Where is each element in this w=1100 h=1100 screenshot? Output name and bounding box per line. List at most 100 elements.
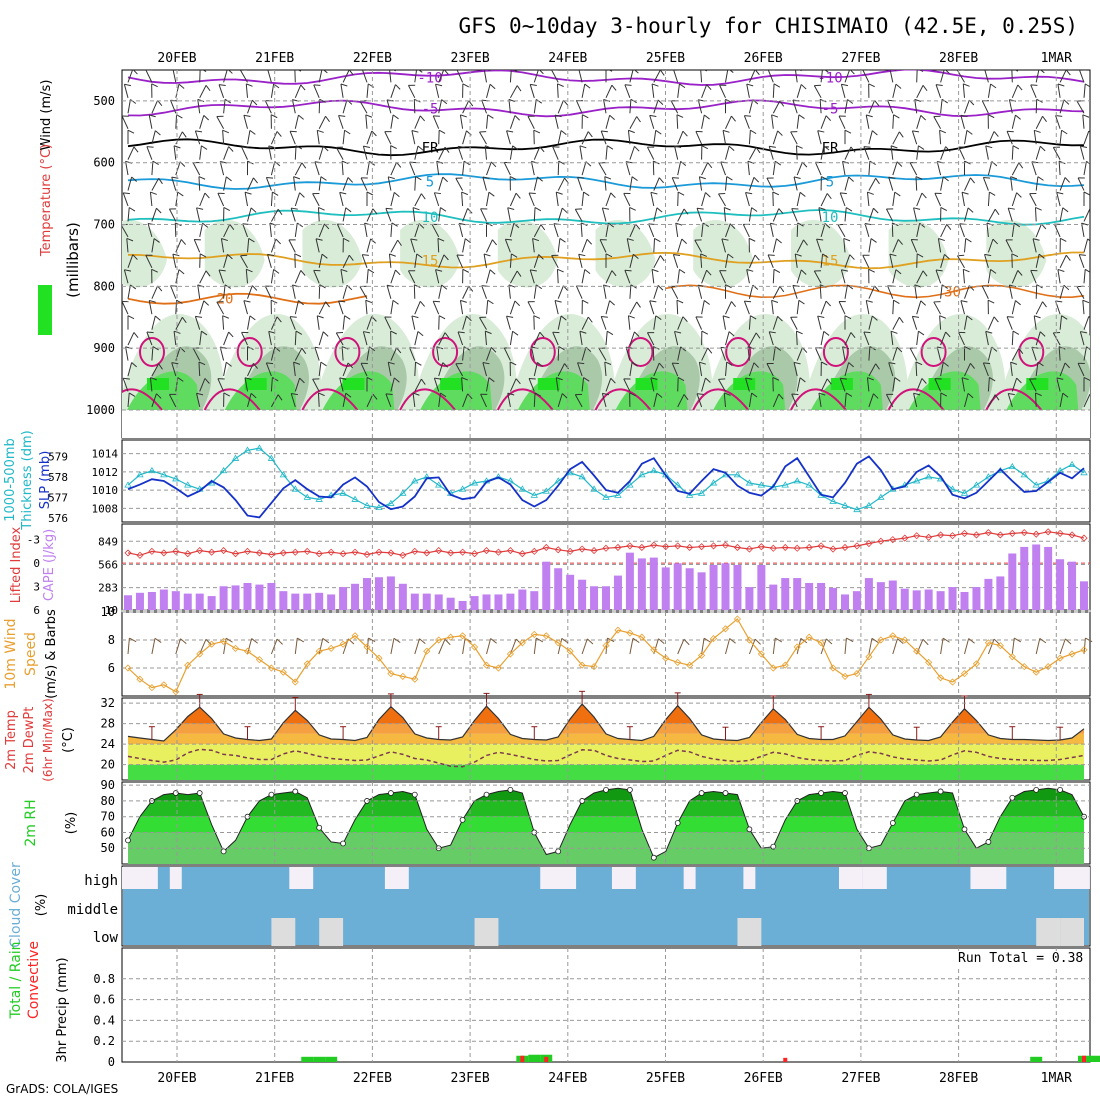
high-cloud-gap	[384, 867, 409, 889]
wind-barb	[916, 253, 924, 268]
wind-barb	[366, 83, 375, 98]
wind-barb	[890, 330, 898, 346]
wind10m-barb	[796, 638, 808, 655]
lifted-index-point	[279, 549, 287, 557]
wind-barb	[390, 330, 397, 346]
wind-speed-point	[960, 670, 969, 678]
rh-shade-bright	[928, 378, 951, 390]
wind-barb	[509, 176, 517, 191]
wind-barb	[701, 84, 712, 98]
wind-barb	[701, 347, 713, 361]
wind-barb	[653, 362, 665, 377]
rh-point	[746, 826, 753, 833]
cape-bar	[673, 563, 682, 610]
wind-barb	[127, 207, 136, 222]
precip-convective-bar	[1082, 1055, 1086, 1062]
wind-barb	[915, 176, 923, 191]
wind-barb	[889, 70, 897, 83]
wind-barb	[340, 83, 348, 98]
wind10m-barb	[868, 637, 879, 655]
lifted-index-point	[674, 542, 682, 550]
wind-barb	[1011, 192, 1022, 207]
wind-barb	[366, 191, 374, 206]
cape-bar	[267, 582, 276, 610]
wind-barb	[438, 284, 448, 299]
cape-bar	[912, 590, 921, 610]
wind-barb	[814, 161, 823, 176]
y-axis-title-line: (6hr Min/Max)	[41, 698, 55, 782]
wind-barb	[677, 346, 687, 361]
wind-barb	[772, 160, 782, 176]
wind-speed-line	[127, 618, 1085, 693]
rh-shade-mid-level	[986, 220, 1047, 288]
chart-title: GFS 0~10day 3-hourly for CHISIMAIO (42.5…	[458, 14, 1078, 38]
lifted-index-line	[127, 531, 1085, 556]
thickness-line	[127, 447, 1085, 511]
rh-shade-bright	[147, 378, 169, 390]
wind-barb	[151, 363, 163, 377]
wind-barb	[390, 222, 398, 237]
precip-tick-label: 0	[108, 1055, 115, 1069]
lifted-index-point	[566, 547, 574, 555]
precip-tick-label: 0.2	[93, 1034, 115, 1048]
wind-barb	[796, 239, 808, 253]
wind-barb	[1031, 161, 1039, 176]
cape-bar	[769, 584, 778, 610]
thickness-point	[757, 481, 766, 488]
wind-barb	[342, 177, 354, 191]
wind-barb	[964, 99, 975, 114]
y-axis-title-line: SLP (mb)	[38, 451, 53, 510]
wind-barb	[629, 284, 637, 299]
wind-barb	[457, 145, 465, 160]
cape-bar	[231, 585, 240, 610]
wind-barb	[701, 162, 713, 176]
wind-barb	[940, 176, 949, 191]
wind-barb	[217, 192, 225, 207]
wind-barb	[433, 377, 442, 392]
cape-bar	[494, 594, 503, 610]
wind-barb	[916, 330, 925, 346]
lifted-index-point	[937, 531, 945, 539]
rh-shade-mid-level	[790, 220, 851, 288]
wind-barb	[388, 253, 396, 268]
wind-barb	[318, 301, 330, 315]
lifted-index-point	[351, 548, 359, 556]
wind-barb	[820, 193, 832, 207]
wind-speed-point	[972, 660, 981, 668]
wind-barb	[241, 146, 249, 160]
thickness-point	[697, 489, 706, 496]
wind-barb	[294, 300, 304, 315]
wind-barb	[438, 392, 447, 407]
wind-barb	[1077, 177, 1085, 191]
rh-contour-ring	[432, 337, 459, 367]
wind-barb	[1059, 70, 1071, 83]
high-cloud-gap	[862, 867, 887, 889]
wind-barb	[533, 284, 543, 299]
wind-barb	[455, 177, 464, 191]
thickness-point	[709, 479, 718, 486]
wind-barb	[793, 361, 801, 377]
wind-barb	[677, 130, 688, 145]
wind-barb	[294, 330, 303, 346]
low-cloud-patch	[271, 918, 296, 946]
cape-bar	[147, 591, 156, 610]
wind-barb	[218, 84, 226, 98]
wind-barb	[868, 130, 878, 145]
wind-barb	[438, 315, 446, 330]
thickness-point	[136, 471, 144, 478]
rh-contour-arc	[122, 388, 163, 411]
wind-barb	[916, 192, 927, 207]
wind-speed-point	[769, 664, 777, 672]
wind-barb	[268, 330, 276, 346]
lifted-index-point	[399, 551, 407, 559]
cape-bar	[530, 591, 539, 610]
lifted-index-point	[757, 543, 765, 551]
wind-barb	[1055, 300, 1063, 315]
wind-barb	[1078, 70, 1086, 83]
wind-barb	[960, 114, 968, 129]
wind-barb	[240, 70, 248, 83]
wind-barb	[748, 129, 757, 145]
wind-barb	[173, 145, 181, 160]
wind-barb	[1057, 268, 1065, 284]
high-cloud-gap	[683, 867, 696, 889]
